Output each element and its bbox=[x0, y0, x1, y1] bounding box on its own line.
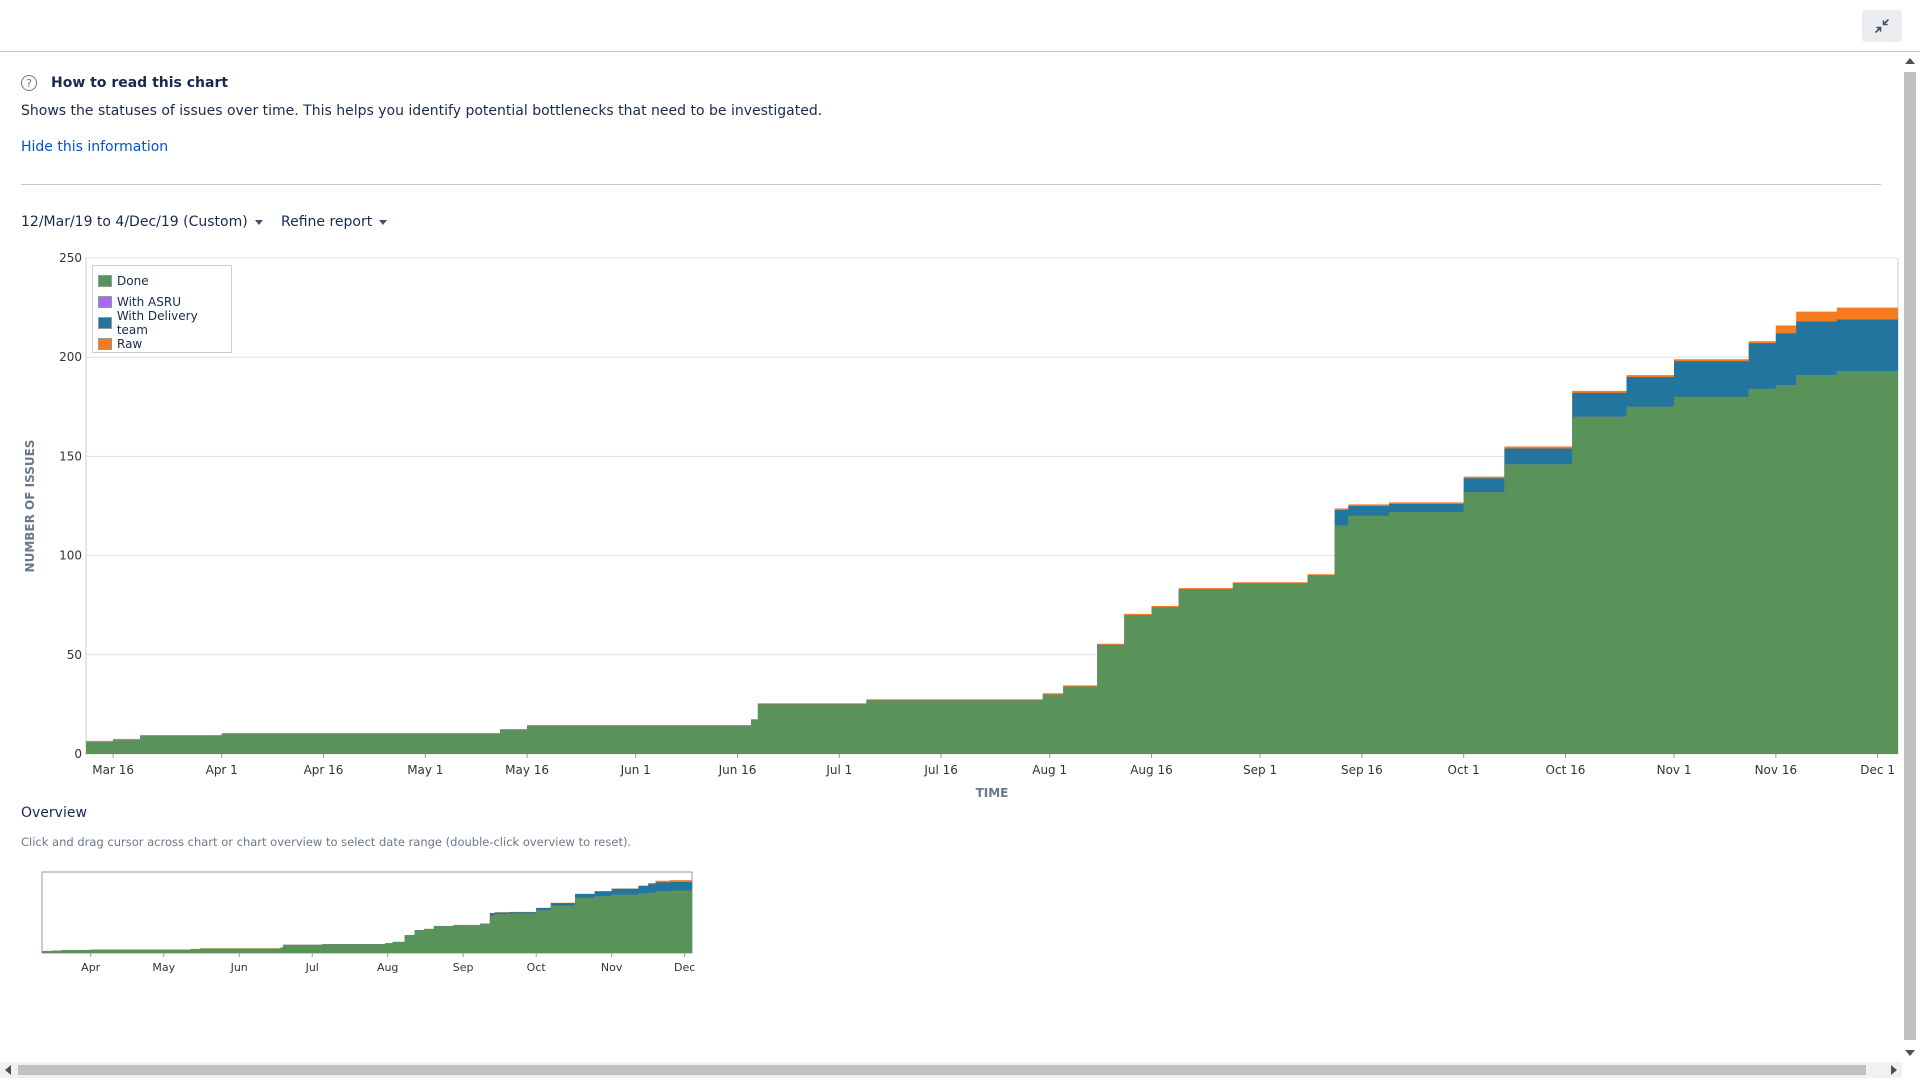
chart-legend: Done With ASRU With Delivery team Raw bbox=[92, 265, 232, 353]
overview-x-tick-label: Apr bbox=[81, 961, 101, 974]
x-tick-label: May 16 bbox=[505, 763, 549, 777]
divider bbox=[21, 184, 1881, 185]
scroll-thumb-horizontal[interactable] bbox=[18, 1065, 1866, 1075]
x-tick-label: Jul 1 bbox=[825, 763, 852, 777]
date-range-dropdown[interactable]: 12/Mar/19 to 4/Dec/19 (Custom) bbox=[21, 212, 263, 232]
series-area-done bbox=[86, 369, 1898, 754]
y-tick-label: 50 bbox=[67, 648, 82, 662]
legend-swatch bbox=[98, 295, 112, 308]
collapse-button[interactable] bbox=[1862, 10, 1902, 42]
top-bar bbox=[0, 0, 1920, 52]
y-tick-label: 150 bbox=[59, 449, 82, 463]
question-circle-icon: ? bbox=[21, 75, 37, 91]
x-tick-label: Sep 16 bbox=[1341, 763, 1383, 777]
overview-x-tick-label: Jun bbox=[230, 961, 248, 974]
refine-report-dropdown[interactable]: Refine report bbox=[281, 212, 388, 232]
legend-item-with-asru[interactable]: With ASRU bbox=[98, 291, 231, 312]
scroll-left-icon[interactable] bbox=[5, 1065, 11, 1075]
chevron-down-icon bbox=[254, 219, 263, 225]
overview-x-tick-label: Nov bbox=[601, 961, 623, 974]
x-tick-label: Aug 1 bbox=[1032, 763, 1067, 777]
scroll-up-icon[interactable] bbox=[1905, 58, 1915, 64]
x-tick-label: Aug 16 bbox=[1130, 763, 1173, 777]
x-tick-label: Dec 1 bbox=[1860, 763, 1895, 777]
overview-series-area-done bbox=[42, 890, 692, 953]
overview-x-tick-label: May bbox=[152, 961, 175, 974]
y-tick-label: 0 bbox=[74, 747, 82, 761]
cumulative-flow-chart[interactable]: 0 50 100 150 200 250 Mar 16 Apr 1 Apr 16 May 1 May… bbox=[0, 248, 1900, 808]
y-axis-label: NUMBER OF ISSUES bbox=[23, 440, 37, 573]
refine-report-label: Refine report bbox=[281, 214, 373, 230]
help-title: How to read this chart bbox=[51, 75, 229, 91]
x-tick-label: Jun 1 bbox=[620, 763, 651, 777]
chevron-down-icon bbox=[379, 219, 388, 225]
y-tick-label: 200 bbox=[59, 350, 82, 364]
x-tick-label: Apr 16 bbox=[304, 763, 344, 777]
scroll-right-icon[interactable] bbox=[1891, 1065, 1897, 1075]
overview-hint: Click and drag cursor across chart or ch… bbox=[21, 835, 632, 849]
x-tick-label: Sep 1 bbox=[1243, 763, 1277, 777]
legend-label: With ASRU bbox=[117, 294, 182, 309]
overview-x-tick-label: Sep bbox=[453, 961, 474, 974]
x-axis-label: TIME bbox=[976, 786, 1009, 800]
legend-label: With Delivery team bbox=[116, 308, 198, 337]
horizontal-scrollbar[interactable] bbox=[0, 1062, 1902, 1078]
scroll-thumb[interactable] bbox=[1904, 72, 1916, 1040]
y-tick-label: 250 bbox=[59, 251, 82, 265]
overview-title: Overview bbox=[21, 805, 87, 821]
legend-label: Raw bbox=[117, 336, 143, 351]
y-tick-label: 100 bbox=[59, 549, 82, 563]
overview-x-tick-label: Aug bbox=[377, 961, 398, 974]
overview-chart[interactable]: Apr May Jun Jul Aug Sep Oct Nov Dec bbox=[30, 868, 700, 978]
chart-description: Shows the statuses of issues over time. … bbox=[21, 103, 823, 119]
legend-swatch bbox=[98, 337, 112, 350]
vertical-scrollbar[interactable] bbox=[1902, 56, 1918, 1056]
legend-item-with-delivery-team[interactable]: With Delivery team bbox=[98, 309, 231, 337]
collapse-arrows-icon bbox=[1875, 19, 1889, 33]
legend-label: Done bbox=[117, 273, 149, 288]
x-tick-label: Oct 16 bbox=[1546, 763, 1586, 777]
legend-swatch bbox=[98, 274, 112, 287]
legend-item-done[interactable]: Done bbox=[98, 270, 231, 291]
x-tick-label: Jul 16 bbox=[923, 763, 958, 777]
x-tick-label: May 1 bbox=[407, 763, 443, 777]
x-tick-label: Nov 16 bbox=[1755, 763, 1798, 777]
help-header: ? How to read this chart bbox=[21, 72, 228, 94]
legend-swatch bbox=[98, 316, 112, 329]
legend-item-raw[interactable]: Raw bbox=[98, 333, 231, 354]
overview-x-tick-label: Oct bbox=[527, 961, 547, 974]
overview-x-tick-label: Jul bbox=[305, 961, 319, 974]
x-tick-label: Mar 16 bbox=[92, 763, 134, 777]
x-tick-label: Nov 1 bbox=[1657, 763, 1692, 777]
x-tick-label: Apr 1 bbox=[206, 763, 238, 777]
x-tick-label: Oct 1 bbox=[1448, 763, 1480, 777]
scroll-down-icon[interactable] bbox=[1905, 1050, 1915, 1056]
x-tick-label: Jun 16 bbox=[718, 763, 757, 777]
hide-information-link[interactable]: Hide this information bbox=[21, 139, 169, 155]
date-range-label: 12/Mar/19 to 4/Dec/19 (Custom) bbox=[21, 214, 248, 230]
overview-x-tick-label: Dec bbox=[674, 961, 695, 974]
